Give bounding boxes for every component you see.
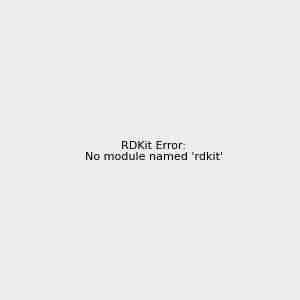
Text: RDKit Error:
No module named 'rdkit': RDKit Error: No module named 'rdkit' bbox=[85, 141, 223, 162]
